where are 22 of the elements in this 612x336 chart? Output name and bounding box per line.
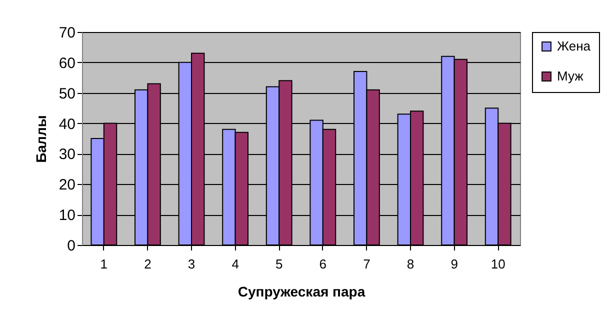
x-tick-label: 9 [450,256,458,272]
x-tick-label: 4 [232,256,239,272]
y-axis-title: Баллы [32,115,49,163]
y-tick-label: 40 [58,116,76,133]
legend-label: Муж [557,68,584,84]
x-tick-label: 1 [100,256,108,272]
y-tick-label: 30 [58,146,76,164]
y-tick-label: 50 [58,85,76,102]
legend-label: Жена [557,38,592,54]
x-axis-title: Супружеская пара [238,284,366,300]
x-tick-label: 7 [363,256,370,272]
x-tick-label: 2 [144,256,152,272]
y-tick-label: 60 [58,54,76,72]
y-tick-label: 10 [58,207,76,224]
x-tick-label: 3 [188,256,196,272]
x-tick-label: 10 [490,256,506,272]
y-tick-label: 70 [58,24,76,42]
y-tick-label: 0 [67,238,76,254]
x-tick-label: 5 [275,256,283,272]
x-tick-label: 8 [406,256,414,272]
x-tick-label: 6 [319,256,327,272]
y-tick-label: 20 [58,176,76,194]
